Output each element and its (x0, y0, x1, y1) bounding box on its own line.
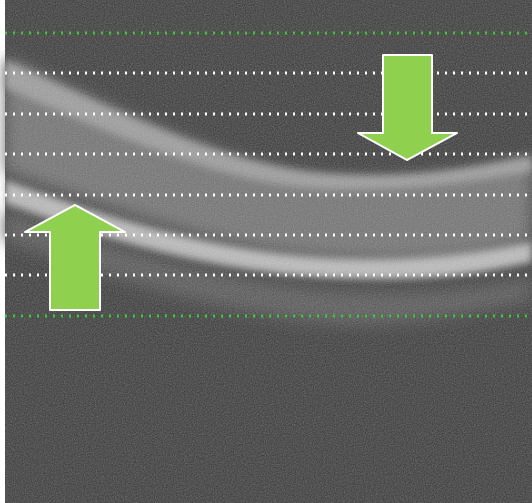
oct-scan (0, 0, 532, 503)
page (0, 0, 532, 503)
